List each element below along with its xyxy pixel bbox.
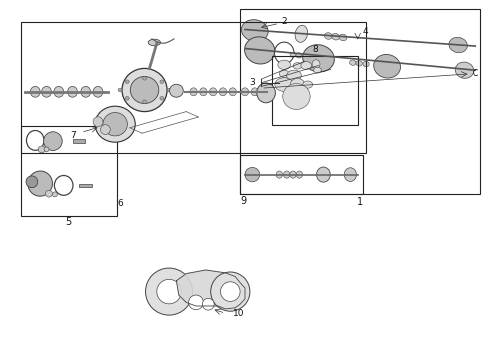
- Ellipse shape: [130, 77, 159, 104]
- Ellipse shape: [339, 34, 347, 41]
- Circle shape: [100, 125, 110, 135]
- Ellipse shape: [242, 20, 268, 41]
- Ellipse shape: [363, 61, 369, 67]
- Ellipse shape: [303, 45, 334, 72]
- Ellipse shape: [293, 63, 302, 69]
- Text: 10: 10: [233, 309, 245, 318]
- Circle shape: [93, 117, 103, 127]
- Ellipse shape: [455, 62, 474, 78]
- Ellipse shape: [28, 171, 52, 196]
- Circle shape: [146, 268, 193, 315]
- Ellipse shape: [279, 70, 289, 77]
- Ellipse shape: [95, 106, 135, 142]
- Ellipse shape: [449, 37, 467, 53]
- Text: C: C: [473, 69, 478, 78]
- Text: 7: 7: [71, 130, 76, 139]
- Circle shape: [202, 298, 214, 310]
- Circle shape: [46, 190, 52, 197]
- Bar: [21, 126, 117, 216]
- Text: 1: 1: [357, 197, 363, 207]
- Ellipse shape: [374, 54, 400, 78]
- Ellipse shape: [287, 70, 301, 81]
- Ellipse shape: [122, 68, 167, 112]
- Ellipse shape: [220, 88, 227, 96]
- Ellipse shape: [312, 60, 320, 68]
- Ellipse shape: [251, 88, 259, 96]
- Text: 5: 5: [66, 217, 72, 228]
- Ellipse shape: [167, 88, 171, 92]
- Ellipse shape: [229, 88, 237, 96]
- Polygon shape: [176, 270, 245, 309]
- Text: 3: 3: [249, 78, 255, 87]
- Ellipse shape: [283, 84, 310, 109]
- Ellipse shape: [332, 33, 340, 40]
- Ellipse shape: [210, 88, 217, 96]
- Circle shape: [211, 272, 250, 311]
- Ellipse shape: [278, 60, 291, 69]
- Circle shape: [44, 147, 49, 152]
- Ellipse shape: [344, 168, 356, 181]
- Ellipse shape: [257, 83, 275, 103]
- Ellipse shape: [296, 53, 302, 58]
- Ellipse shape: [118, 88, 122, 92]
- Bar: [73, 139, 85, 143]
- Ellipse shape: [125, 96, 129, 100]
- Ellipse shape: [324, 33, 332, 39]
- Ellipse shape: [143, 100, 147, 104]
- Ellipse shape: [200, 88, 207, 96]
- Ellipse shape: [290, 52, 296, 57]
- Circle shape: [38, 146, 45, 153]
- Text: 8: 8: [312, 45, 318, 54]
- Circle shape: [26, 176, 38, 188]
- Text: 4: 4: [362, 27, 368, 36]
- Bar: [272, 56, 358, 125]
- Circle shape: [157, 279, 181, 304]
- Ellipse shape: [301, 62, 312, 69]
- Ellipse shape: [125, 80, 129, 84]
- Ellipse shape: [291, 78, 304, 89]
- Ellipse shape: [42, 86, 51, 97]
- Ellipse shape: [170, 84, 183, 97]
- Ellipse shape: [317, 167, 330, 182]
- Ellipse shape: [190, 88, 197, 96]
- Ellipse shape: [30, 86, 40, 97]
- Ellipse shape: [245, 167, 260, 182]
- Ellipse shape: [160, 80, 164, 84]
- Ellipse shape: [103, 112, 127, 136]
- Ellipse shape: [283, 171, 290, 178]
- Ellipse shape: [356, 60, 362, 66]
- Ellipse shape: [93, 86, 103, 97]
- Ellipse shape: [350, 60, 356, 66]
- Circle shape: [220, 282, 240, 301]
- Ellipse shape: [81, 86, 91, 97]
- Ellipse shape: [276, 171, 282, 178]
- Ellipse shape: [314, 67, 321, 73]
- Bar: [240, 155, 363, 194]
- Ellipse shape: [68, 86, 77, 97]
- Ellipse shape: [143, 77, 147, 80]
- Bar: [21, 22, 366, 153]
- Ellipse shape: [303, 81, 313, 88]
- Ellipse shape: [295, 25, 308, 42]
- Circle shape: [52, 192, 57, 197]
- Ellipse shape: [245, 37, 275, 64]
- Text: 6: 6: [117, 199, 123, 208]
- Bar: [79, 184, 92, 187]
- Text: 9: 9: [240, 196, 246, 206]
- Ellipse shape: [242, 88, 249, 96]
- Bar: [240, 9, 480, 194]
- Ellipse shape: [296, 171, 303, 178]
- Ellipse shape: [148, 39, 161, 46]
- Ellipse shape: [275, 78, 294, 91]
- Circle shape: [189, 295, 203, 310]
- Ellipse shape: [160, 96, 164, 100]
- Ellipse shape: [54, 86, 64, 97]
- Ellipse shape: [44, 132, 62, 150]
- Ellipse shape: [290, 171, 296, 178]
- Text: 2: 2: [281, 17, 287, 26]
